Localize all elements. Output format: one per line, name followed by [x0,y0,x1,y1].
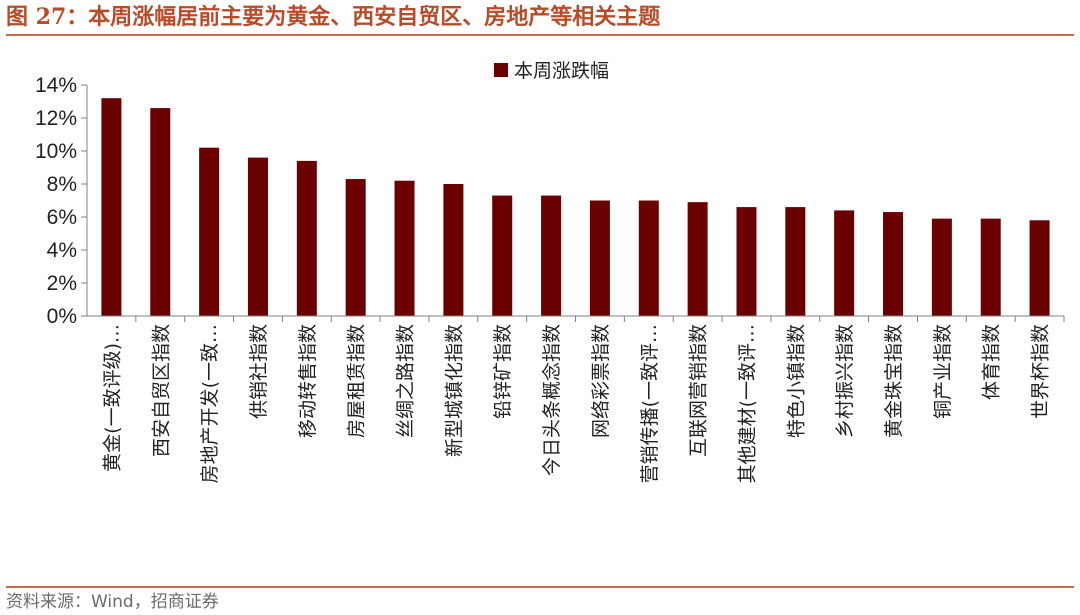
x-category-label: 乡村振兴指数 [834,324,856,438]
bar [980,218,1001,316]
x-category-label: 体育指数 [981,324,1003,400]
y-tick-label: 0% [47,305,77,328]
x-category-label: 黄金珠宝指数 [883,324,905,438]
x-axis: 黄金(一致评级)… 西安自贸区指数 房地产开发(一致… 供销社指数 移动转售指数 房屋租赁… [87,315,1065,483]
footer-divider [6,586,1074,588]
legend-swatch [494,63,508,77]
x-category-label: 网络彩票指数 [590,324,612,438]
x-category-label: 世界杯指数 [1030,324,1052,419]
chart-legend: 本周涨跌幅 [494,60,609,82]
bar [296,160,317,316]
bar [638,200,659,316]
figure-title: 图 27：本周涨幅居前主要为黄金、西安自贸区、房地产等相关主题 [6,4,661,30]
bar [589,200,610,316]
x-category-label: 房屋租赁指数 [346,324,368,438]
legend-label: 本周涨跌幅 [514,60,609,82]
bar [883,212,904,316]
bar [687,202,708,316]
x-category-label: 铜产业指数 [932,324,954,419]
bar [1029,220,1050,316]
x-category-label: 西安自贸区指数 [150,324,172,457]
x-category-label: 黄金(一致评级)… [101,324,123,472]
bar-series [101,98,1050,316]
x-category-label: 移动转售指数 [297,324,319,438]
x-category-label: 今日头条概念指数 [540,324,563,476]
bar [345,179,366,316]
y-tick-label: 12% [35,107,77,130]
bar-chart: 本周涨跌幅 0% 2% 4% 6% 8% 10% 12% 14% 黄金(一致评级)… 西安自贸区… [35,60,1065,483]
bar [541,195,562,316]
x-category-label: 供销社指数 [248,324,270,419]
y-tick-label: 6% [47,206,77,229]
x-category-label: 房地产开发(一致… [199,324,221,483]
bar [199,147,220,316]
x-category-label: 营销传播(一致评… [639,324,661,483]
bar [101,98,122,316]
x-category-label: 丝绸之路指数 [395,324,417,438]
y-tick-label: 2% [47,272,77,295]
x-category-label: 新型城镇化指数 [443,324,465,457]
bar [150,108,171,316]
bar [394,180,415,316]
title-divider [6,34,1074,36]
y-axis: 0% 2% 4% 6% 8% 10% 12% 14% [35,74,88,328]
bar [785,207,806,316]
bar [443,184,464,316]
x-category-label: 铅锌矿指数 [492,324,514,419]
x-category-label: 特色小镇指数 [785,324,807,438]
x-category-label: 其他建材(一致评… [736,324,758,483]
bar [931,218,952,316]
bar [247,157,268,316]
y-tick-label: 4% [47,239,77,262]
x-category-label: 互联网营销指数 [688,324,710,457]
bar [834,210,855,316]
bar [736,207,757,316]
source-note: 资料来源：Wind，招商证券 [6,592,219,612]
y-tick-label: 10% [35,140,77,163]
y-tick-label: 8% [47,173,77,196]
bar [492,195,513,316]
y-tick-label: 14% [35,74,77,97]
